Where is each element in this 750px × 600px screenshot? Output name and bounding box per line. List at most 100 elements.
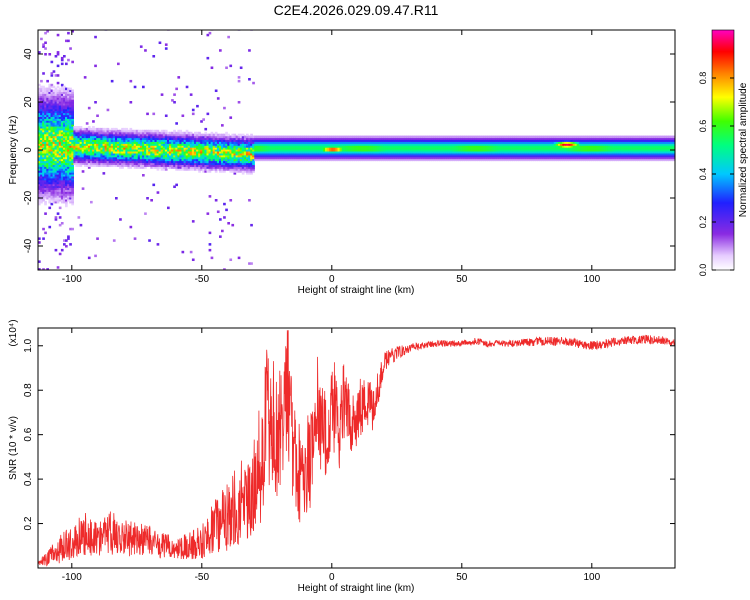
- heatmap-cell: [100, 141, 104, 144]
- heatmap-cell: [254, 149, 257, 152]
- heatmap-cell: [572, 151, 576, 154]
- heatmap-cell: [476, 139, 480, 142]
- heatmap-cell: [40, 129, 43, 133]
- heatmap-cell: [578, 152, 582, 156]
- heatmap-cell: [117, 143, 120, 146]
- heatmap-cell: [56, 152, 60, 156]
- heatmap-cell: [489, 151, 493, 154]
- heatmap-cell: [408, 158, 411, 162]
- heatmap-cell: [443, 151, 447, 154]
- heatmap-cell: [535, 137, 538, 141]
- heatmap-cell: [104, 158, 108, 162]
- heatmap-cell: [320, 139, 324, 142]
- heatmap-cell: [329, 145, 332, 148]
- heatmap-cell: [52, 156, 56, 160]
- heatmap-cell: [306, 135, 309, 139]
- heatmap-cell: [181, 168, 185, 171]
- heatmap-cell: [87, 156, 91, 160]
- heatmap-cell: [204, 168, 208, 171]
- heatmap-cell: [260, 143, 264, 146]
- heatmap-cell: [237, 137, 241, 141]
- heatmap-cell: [46, 160, 49, 164]
- heatmap-cell: [69, 187, 72, 190]
- heatmap-cell: [121, 129, 124, 133]
- heatmap-cell: [293, 156, 297, 160]
- heatmap-cell: [572, 135, 576, 139]
- heatmap-cell: [337, 151, 341, 154]
- heatmap-cell: [58, 174, 62, 177]
- heatmap-cell: [420, 137, 424, 141]
- heatmap-cell: [158, 145, 162, 148]
- heatmap-cell: [462, 149, 465, 152]
- heatmap-cell: [539, 143, 542, 146]
- heatmap-cell: [385, 154, 389, 158]
- heatmap-cell: [225, 133, 228, 137]
- heatmap-cell: [67, 147, 70, 150]
- heatmap-cell: [123, 162, 126, 166]
- heatmap-cell: [204, 141, 208, 144]
- heatmap-cell: [470, 152, 474, 156]
- heatmap-cell: [350, 158, 353, 162]
- heatmap-cell: [339, 143, 343, 146]
- heatmap-cell: [63, 101, 66, 104]
- heatmap-cell: [56, 108, 60, 112]
- heatmap-cell: [152, 162, 156, 166]
- heatmap-cell: [65, 162, 68, 166]
- heatmap-cell: [420, 145, 424, 148]
- heatmap-cell: [104, 160, 108, 164]
- heatmap-cell: [69, 97, 72, 100]
- heatmap-cell: [156, 158, 160, 162]
- heatmap-cell: [208, 145, 212, 148]
- heatmap-cell: [38, 114, 41, 118]
- heatmap-cell: [310, 152, 314, 156]
- heatmap-cell: [216, 160, 220, 164]
- heatmap-cell: [73, 137, 77, 141]
- heatmap-cell: [94, 154, 97, 158]
- heatmap-cell: [412, 158, 416, 162]
- heatmap-cell: [171, 145, 174, 148]
- heatmap-cell: [104, 143, 108, 146]
- heatmap-cell: [104, 139, 108, 142]
- heatmap-cell: [356, 154, 359, 158]
- heatmap-cell: [243, 166, 247, 169]
- heatmap-cell: [281, 147, 285, 150]
- heatmap-cell: [63, 166, 66, 169]
- heatmap-cell: [50, 199, 54, 202]
- heatmap-cell: [572, 145, 576, 148]
- heatmap-cell: [564, 149, 567, 152]
- heatmap-cell: [194, 162, 197, 166]
- heatmap-cell: [447, 147, 451, 150]
- heatmap-cell: [323, 151, 326, 154]
- heatmap-cell: [119, 131, 122, 135]
- heatmap-cell: [54, 149, 58, 152]
- heatmap-cell: [210, 151, 214, 154]
- heatmap-cell: [56, 110, 60, 114]
- heatmap-cell: [339, 152, 343, 156]
- heatmap-cell: [298, 139, 301, 142]
- heatmap-cell: [56, 199, 60, 202]
- heatmap-cell: [318, 145, 322, 148]
- heatmap-cell: [137, 160, 141, 164]
- heatmap-cell: [231, 156, 235, 160]
- heatmap-cell: [424, 139, 428, 142]
- heatmap-cell: [133, 158, 137, 162]
- heatmap-cell: [42, 187, 45, 190]
- heatmap-cell: [422, 137, 426, 141]
- heatmap-cell: [42, 139, 45, 142]
- heatmap-cell: [368, 156, 372, 160]
- heatmap-cell: [248, 149, 251, 152]
- heatmap-cell: [239, 154, 243, 158]
- heatmap-cell: [158, 154, 162, 158]
- heatmap-cell: [578, 156, 582, 160]
- heatmap-cell: [94, 64, 97, 68]
- heatmap-cell: [329, 147, 332, 150]
- heatmap-cell: [63, 200, 66, 204]
- heatmap-cell: [52, 126, 56, 129]
- heatmap-cell: [100, 139, 104, 142]
- heatmap-cell: [46, 114, 49, 118]
- heatmap-cell: [441, 139, 445, 142]
- heatmap-cell: [71, 137, 74, 141]
- heatmap-cell: [514, 152, 517, 156]
- heatmap-cell: [360, 149, 364, 152]
- heatmap-cell: [42, 191, 45, 194]
